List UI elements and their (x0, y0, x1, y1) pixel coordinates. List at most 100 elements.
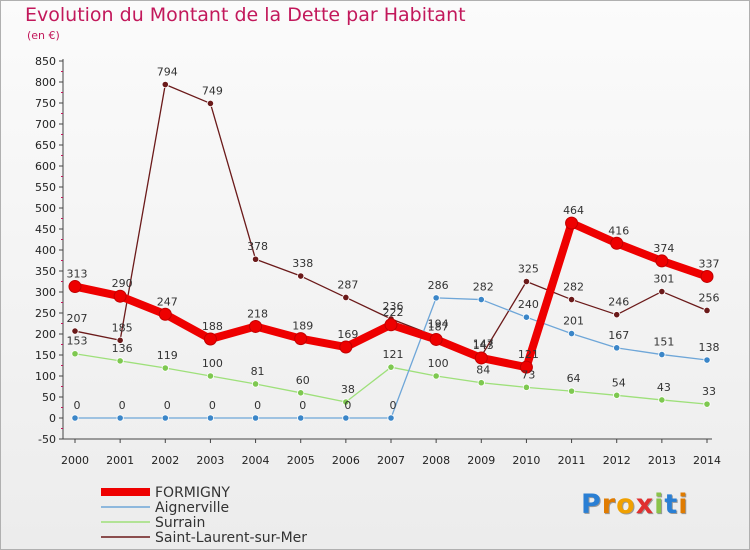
data-point (387, 363, 395, 371)
y-tick-label: 250 (35, 307, 56, 320)
data-label: 0 (344, 399, 351, 412)
data-point (203, 332, 217, 346)
chart-subtitle: (en €) (27, 29, 60, 42)
data-label: 282 (563, 281, 584, 294)
data-label: 189 (292, 320, 313, 333)
data-point (206, 414, 215, 422)
x-tick-label: 2010 (512, 454, 540, 467)
data-point (432, 372, 440, 380)
data-point (71, 414, 79, 422)
data-label: 147 (473, 337, 494, 350)
data-point (342, 293, 350, 302)
y-tick-label: 600 (35, 160, 56, 173)
legend-label: Aignerville (155, 500, 229, 516)
data-point (658, 350, 666, 359)
data-point (116, 336, 124, 344)
data-label: 81 (251, 365, 265, 378)
data-point (297, 389, 305, 397)
x-tick-label: 2002 (151, 454, 179, 467)
y-tick-label: 300 (35, 286, 56, 299)
data-point (567, 329, 576, 338)
data-point (567, 387, 576, 395)
data-label: 167 (608, 329, 629, 342)
data-label: 73 (521, 368, 535, 381)
data-label: 240 (518, 298, 539, 311)
data-point (477, 379, 485, 387)
data-label: 207 (67, 312, 88, 325)
y-tick-label: 800 (35, 76, 56, 89)
data-label: 151 (653, 336, 674, 349)
data-point (161, 80, 169, 89)
data-label: 201 (563, 315, 584, 328)
data-point (474, 351, 488, 365)
data-label: 136 (112, 342, 133, 355)
data-point (613, 391, 621, 399)
y-tick-label: 700 (35, 118, 56, 131)
y-tick-label: -50 (38, 433, 56, 446)
data-label: 0 (119, 399, 126, 412)
data-label: 143 (473, 339, 494, 352)
data-label: 0 (164, 399, 171, 412)
data-point (522, 277, 531, 286)
data-label: 374 (653, 242, 674, 255)
data-point (658, 287, 666, 296)
data-point (297, 272, 305, 280)
data-point (519, 360, 533, 374)
data-point (610, 236, 624, 250)
data-point (342, 398, 350, 406)
y-tick-label: 100 (35, 370, 56, 383)
data-point (477, 295, 485, 304)
data-label: 138 (699, 341, 720, 354)
data-point (658, 396, 666, 404)
logo-letter: i (654, 489, 665, 520)
data-point (432, 294, 440, 302)
y-tick-label: 450 (35, 223, 56, 236)
y-tick-label: 750 (35, 97, 56, 110)
data-label: 43 (657, 381, 671, 394)
data-point (161, 364, 169, 372)
data-label: 0 (299, 399, 306, 412)
data-label: 290 (112, 277, 133, 290)
data-label: 119 (157, 349, 178, 362)
logo-letter: i (678, 489, 689, 520)
data-label: 416 (608, 224, 629, 237)
data-point (249, 319, 263, 333)
data-label: 246 (608, 296, 629, 309)
data-point (522, 313, 531, 321)
y-tick-label: 850 (35, 55, 56, 68)
logo-letter: t (664, 489, 679, 520)
data-label: 337 (699, 257, 720, 270)
data-label: 222 (383, 306, 404, 319)
data-point (251, 414, 260, 422)
data-point (206, 372, 215, 380)
data-label: 378 (247, 240, 268, 253)
data-point (206, 99, 215, 108)
data-point (113, 289, 127, 303)
data-point (339, 340, 353, 354)
data-label: 236 (383, 300, 404, 313)
data-point (613, 344, 621, 352)
data-label: 325 (518, 263, 539, 276)
data-label: 0 (254, 399, 261, 412)
logo-letter: r (601, 489, 617, 520)
data-point (522, 383, 531, 391)
data-point (158, 307, 172, 321)
data-point (703, 356, 711, 364)
data-point (71, 327, 79, 335)
x-tick-label: 2012 (603, 454, 631, 467)
data-label: 84 (476, 364, 490, 377)
y-tick-label: 150 (35, 349, 56, 362)
x-tick-label: 2008 (422, 454, 450, 467)
data-point (703, 400, 711, 408)
data-label: 54 (612, 376, 626, 389)
data-label: 0 (74, 399, 81, 412)
data-point (567, 295, 576, 304)
data-label: 338 (292, 257, 313, 270)
data-label: 749 (202, 84, 223, 97)
data-label: 218 (247, 307, 268, 320)
legend-label: Saint-Laurent-sur-Mer (155, 530, 307, 546)
data-point (429, 332, 443, 346)
logo-letter: x (635, 489, 655, 520)
